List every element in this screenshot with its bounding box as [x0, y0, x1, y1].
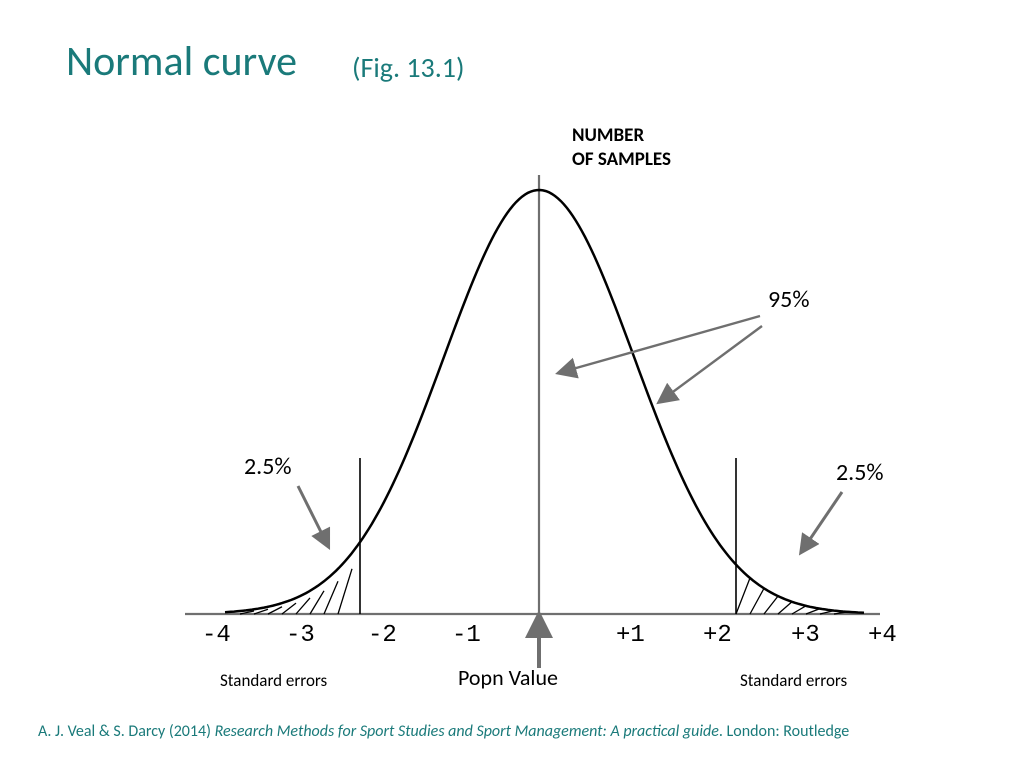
arrow-right-tail: [804, 492, 842, 548]
arrow-95-to-right: [662, 326, 762, 400]
below-popn-value: Popn Value: [458, 664, 558, 691]
label-left-2p5: 2.5%: [244, 452, 292, 481]
xtick-+4: +4: [868, 622, 897, 649]
xtick-+1: +1: [616, 622, 645, 649]
xtick--4: -4: [202, 622, 231, 649]
below-right-stderr: Standard errors: [740, 670, 847, 691]
citation-prefix: A. J. Veal & S. Darcy (2014): [38, 722, 215, 741]
citation-title: Research Methods for Sport Studies and S…: [215, 722, 719, 741]
xtick--1: -1: [452, 622, 481, 649]
xtick--3: -3: [286, 622, 315, 649]
label-right-2p5: 2.5%: [836, 458, 884, 487]
xtick--2: -2: [368, 622, 397, 649]
left-tail-hatch: [240, 569, 352, 614]
citation: A. J. Veal & S. Darcy (2014) Research Me…: [38, 722, 849, 741]
arrow-left-tail: [298, 486, 326, 542]
slide: Normal curve (Fig. 13.1) NUMBER OF SAMPL…: [0, 0, 1024, 768]
citation-suffix: . London: Routledge: [719, 722, 849, 741]
normal-curve-chart: [0, 0, 1024, 768]
normal-curve-path: [225, 190, 864, 613]
xtick-+3: +3: [791, 622, 820, 649]
arrow-95-to-center: [562, 316, 760, 372]
label-95pct: 95%: [768, 285, 809, 314]
right-tail-hatch: [736, 578, 848, 614]
xtick-+2: +2: [703, 622, 732, 649]
below-left-stderr: Standard errors: [220, 670, 327, 691]
